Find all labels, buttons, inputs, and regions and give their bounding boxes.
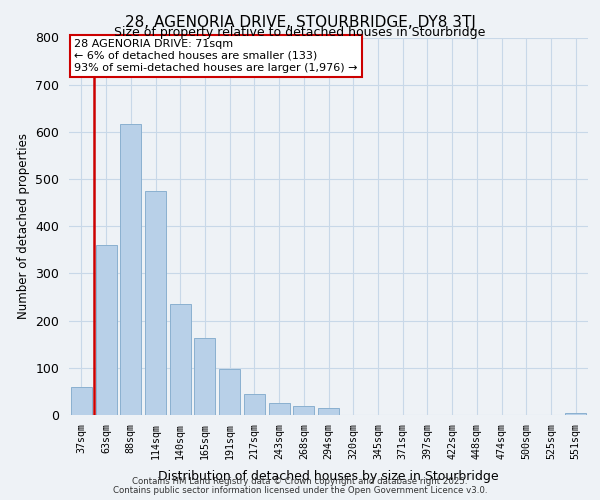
Text: Size of property relative to detached houses in Stourbridge: Size of property relative to detached ho… <box>115 26 485 39</box>
Bar <box>269 403 290 415</box>
Bar <box>219 369 240 415</box>
Text: 28, AGENORIA DRIVE, STOURBRIDGE, DY8 3TJ: 28, AGENORIA DRIVE, STOURBRIDGE, DY8 3TJ <box>125 14 475 30</box>
Bar <box>565 412 586 415</box>
Bar <box>244 394 265 415</box>
Text: Contains HM Land Registry data © Crown copyright and database right 2025.: Contains HM Land Registry data © Crown c… <box>132 477 468 486</box>
Bar <box>293 406 314 415</box>
Y-axis label: Number of detached properties: Number of detached properties <box>17 133 30 320</box>
Bar <box>145 191 166 415</box>
Bar <box>170 304 191 415</box>
Bar <box>71 386 92 415</box>
Bar <box>120 124 141 415</box>
X-axis label: Distribution of detached houses by size in Stourbridge: Distribution of detached houses by size … <box>158 470 499 483</box>
Text: Contains public sector information licensed under the Open Government Licence v3: Contains public sector information licen… <box>113 486 487 495</box>
Text: 28 AGENORIA DRIVE: 71sqm
← 6% of detached houses are smaller (133)
93% of semi-d: 28 AGENORIA DRIVE: 71sqm ← 6% of detache… <box>74 40 358 72</box>
Bar <box>194 338 215 415</box>
Bar <box>318 408 339 415</box>
Bar <box>95 245 116 415</box>
